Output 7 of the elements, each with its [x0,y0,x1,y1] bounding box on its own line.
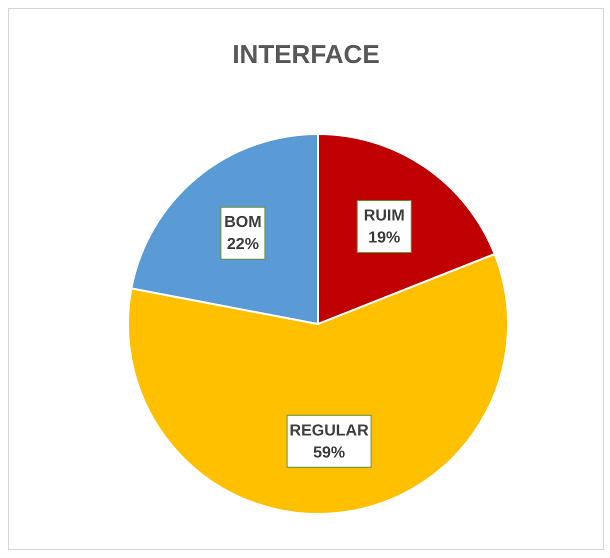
slice-label: RUIM [364,208,405,225]
slice-label: BOM [224,214,262,232]
data-label: 19% [368,230,400,247]
chart-title: INTERFACE [231,39,381,70]
slice-label: REGULAR [290,422,370,440]
data-label: 22% [226,236,259,254]
data-label: 59% [313,444,346,462]
